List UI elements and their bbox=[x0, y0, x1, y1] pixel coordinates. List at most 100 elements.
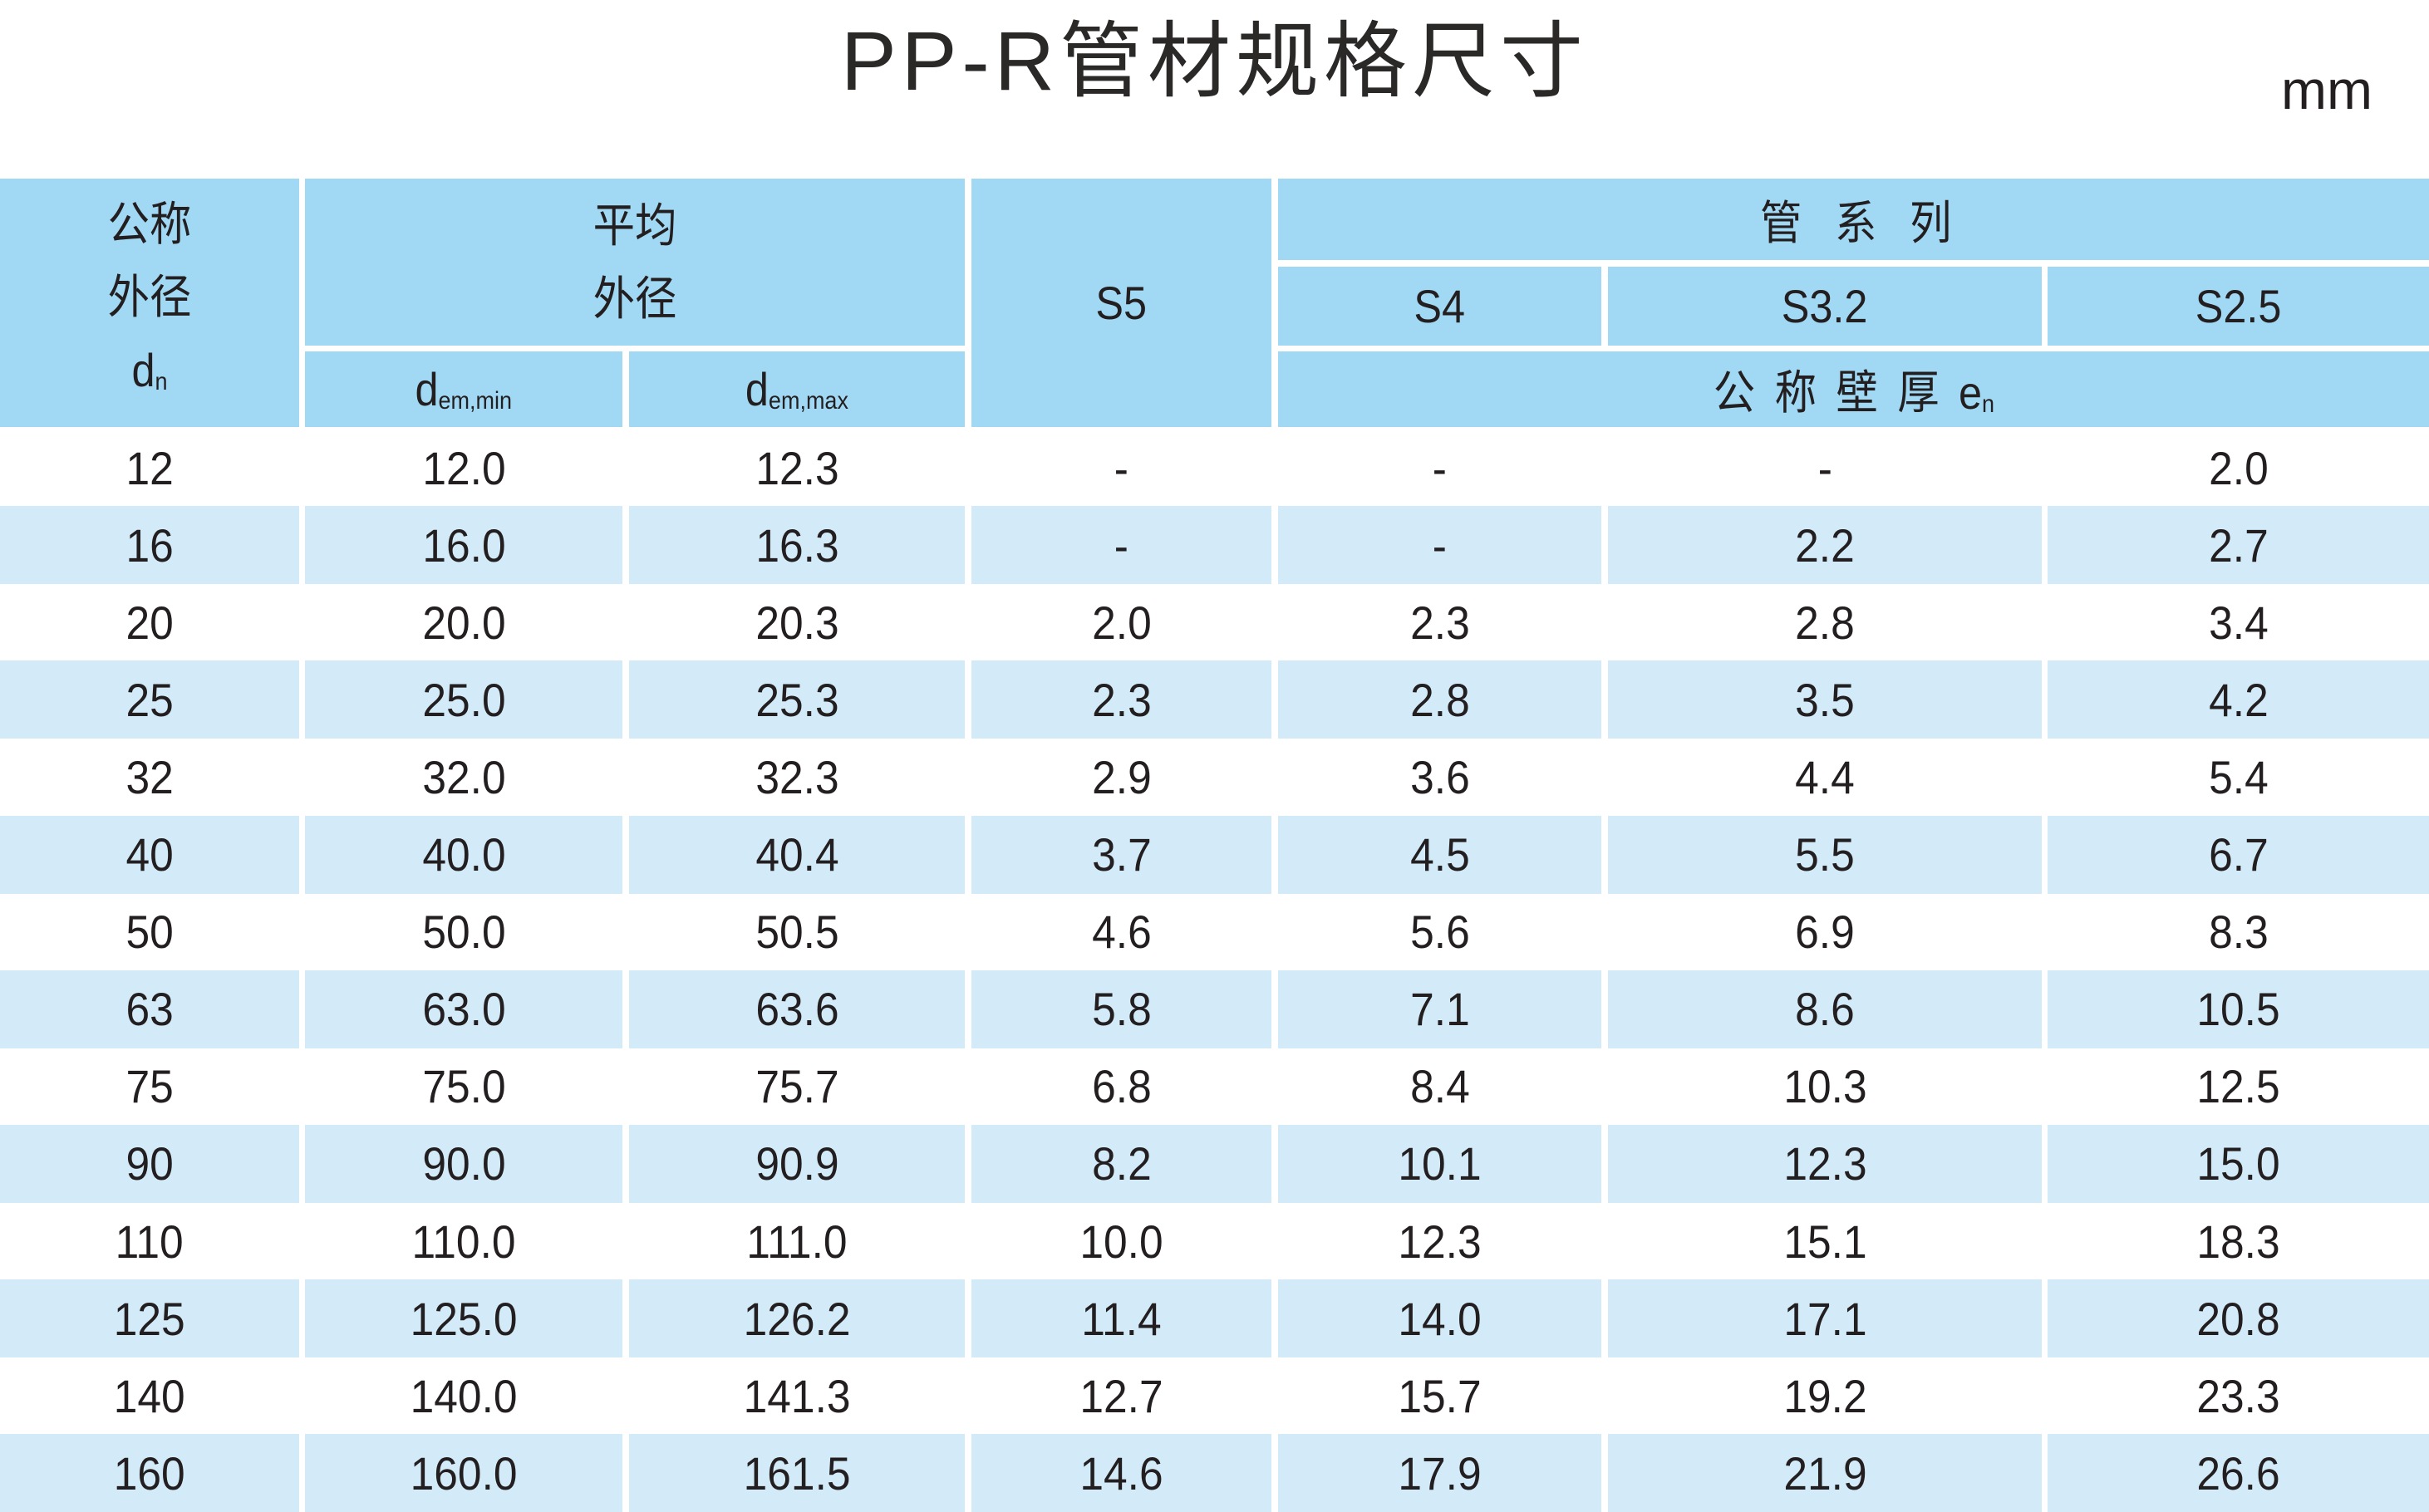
cell-s2-5: 2.7 bbox=[2048, 506, 2429, 585]
header-wall-thickness-label: 公称壁厚 bbox=[1713, 366, 1959, 419]
header-s3-2: S3.2 bbox=[1608, 267, 2042, 346]
cell-value: 15.1 bbox=[1782, 1215, 1867, 1268]
cell-s2-5: 23.3 bbox=[2048, 1357, 2429, 1435]
header-s2-5: S2.5 bbox=[2048, 267, 2429, 346]
cell-dem-max: 126.2 bbox=[629, 1279, 965, 1358]
cell-value: 4.5 bbox=[1409, 828, 1470, 881]
cell-value: 7.1 bbox=[1409, 983, 1470, 1036]
cell-value: 20 bbox=[125, 596, 174, 649]
cell-s4: 2.8 bbox=[1278, 660, 1601, 739]
cell-value: 50.0 bbox=[421, 906, 506, 959]
cell-value: - bbox=[1432, 518, 1448, 572]
cell-value: 75.0 bbox=[421, 1060, 506, 1113]
cell-dem-max: 75.7 bbox=[629, 1048, 965, 1126]
cell-value: 17.9 bbox=[1398, 1446, 1482, 1500]
page-title: PP-R管材规格尺寸 bbox=[841, 15, 1588, 108]
cell-dem-max: 161.5 bbox=[629, 1434, 965, 1512]
cell-value: 111.0 bbox=[746, 1215, 848, 1268]
cell-dem-min: 63.0 bbox=[305, 970, 622, 1048]
cell-s2-5: 20.8 bbox=[2048, 1279, 2429, 1358]
cell-nominal-od: 90 bbox=[0, 1124, 299, 1203]
cell-value: 3.4 bbox=[2208, 596, 2269, 649]
cell-s5: 12.7 bbox=[971, 1357, 1271, 1435]
cell-s3-2: 17.1 bbox=[1608, 1279, 2042, 1358]
cell-value: 5.6 bbox=[1409, 906, 1470, 959]
cell-s3-2: 8.6 bbox=[1608, 970, 2042, 1048]
cell-s4: 3.6 bbox=[1278, 738, 1601, 816]
cell-value: 110.0 bbox=[411, 1215, 516, 1268]
cell-value: 2.2 bbox=[1795, 518, 1855, 572]
cell-dem-max: 20.3 bbox=[629, 583, 965, 661]
cell-value: - bbox=[1432, 441, 1448, 494]
cell-s4: 7.1 bbox=[1278, 970, 1601, 1048]
header-mean-od-line2: 外径 bbox=[592, 272, 677, 325]
cell-s2-5: 6.7 bbox=[2048, 815, 2429, 894]
header-wall-thickness: 公称壁厚en bbox=[1278, 351, 2429, 427]
cell-value: 4.6 bbox=[1091, 906, 1152, 959]
cell-dem-min: 25.0 bbox=[305, 660, 622, 739]
cell-value: 63.6 bbox=[755, 983, 839, 1036]
cell-value: 90.9 bbox=[755, 1137, 839, 1190]
symbol-sub: em,min bbox=[438, 387, 513, 415]
symbol-sub: n bbox=[1981, 390, 1994, 418]
cell-value: 4.4 bbox=[1795, 750, 1855, 803]
cell-nominal-od: 16 bbox=[0, 506, 299, 585]
cell-value: 140 bbox=[114, 1369, 185, 1422]
cell-s2-5: 5.4 bbox=[2048, 738, 2429, 816]
cell-s3-2: 4.4 bbox=[1608, 738, 2042, 816]
cell-s5: 2.0 bbox=[971, 583, 1271, 661]
cell-dem-max: 16.3 bbox=[629, 506, 965, 585]
cell-value: 40.0 bbox=[421, 828, 506, 881]
cell-value: 12.3 bbox=[1782, 1137, 1867, 1190]
cell-value: 50.5 bbox=[755, 906, 839, 959]
cell-value: 6.7 bbox=[2208, 828, 2269, 881]
cell-value: - bbox=[1114, 518, 1129, 572]
symbol-sub: em,max bbox=[769, 387, 849, 415]
cell-dem-min: 160.0 bbox=[305, 1434, 622, 1512]
header-pipe-series-label: 管系列 bbox=[1759, 196, 1984, 249]
cell-s4: 8.4 bbox=[1278, 1048, 1601, 1126]
cell-dem-max: 141.3 bbox=[629, 1357, 965, 1435]
cell-s5: 4.6 bbox=[971, 893, 1271, 971]
cell-s3-2: 19.2 bbox=[1608, 1357, 2042, 1435]
cell-value: 10.1 bbox=[1398, 1137, 1482, 1190]
symbol-d: d bbox=[415, 363, 439, 415]
cell-dem-min: 90.0 bbox=[305, 1124, 622, 1203]
cell-dem-max: 32.3 bbox=[629, 738, 965, 816]
header-nominal-od-symbol: dn bbox=[108, 334, 192, 419]
header-nominal-od: 公称 外径 dn bbox=[0, 179, 299, 427]
cell-value: 14.6 bbox=[1079, 1446, 1163, 1500]
cell-value: 2.3 bbox=[1409, 596, 1470, 649]
cell-s2-5: 10.5 bbox=[2048, 970, 2429, 1048]
cell-s3-2: - bbox=[1608, 429, 2042, 507]
header-s5-label: S5 bbox=[1095, 277, 1148, 329]
cell-s2-5: 12.5 bbox=[2048, 1048, 2429, 1126]
cell-s3-2: 6.9 bbox=[1608, 893, 2042, 971]
cell-dem-min: 75.0 bbox=[305, 1048, 622, 1126]
cell-value: 2.9 bbox=[1091, 750, 1152, 803]
cell-value: 141.3 bbox=[743, 1369, 851, 1422]
cell-dem-max: 12.3 bbox=[629, 429, 965, 507]
cell-s4: 14.0 bbox=[1278, 1279, 1601, 1358]
symbol-sub: n bbox=[155, 367, 168, 395]
cell-s3-2: 12.3 bbox=[1608, 1124, 2042, 1203]
cell-s5: 5.8 bbox=[971, 970, 1271, 1048]
cell-value: 2.7 bbox=[2208, 518, 2269, 572]
cell-s5: - bbox=[971, 506, 1271, 585]
cell-value: 90.0 bbox=[421, 1137, 506, 1190]
cell-value: 20.0 bbox=[421, 596, 506, 649]
cell-s2-5: 18.3 bbox=[2048, 1202, 2429, 1280]
cell-nominal-od: 12 bbox=[0, 429, 299, 507]
unit-label: mm bbox=[2281, 59, 2372, 120]
header-s3-2-label: S3.2 bbox=[1782, 280, 1868, 332]
cell-s4: 2.3 bbox=[1278, 583, 1601, 661]
cell-s2-5: 8.3 bbox=[2048, 893, 2429, 971]
cell-s3-2: 2.2 bbox=[1608, 506, 2042, 585]
header-pipe-series: 管系列 bbox=[1278, 179, 2429, 260]
cell-dem-max: 90.9 bbox=[629, 1124, 965, 1203]
cell-dem-max: 25.3 bbox=[629, 660, 965, 739]
cell-nominal-od: 20 bbox=[0, 583, 299, 661]
cell-s2-5: 15.0 bbox=[2048, 1124, 2429, 1203]
cell-s4: 15.7 bbox=[1278, 1357, 1601, 1435]
cell-value: 2.3 bbox=[1091, 673, 1152, 726]
